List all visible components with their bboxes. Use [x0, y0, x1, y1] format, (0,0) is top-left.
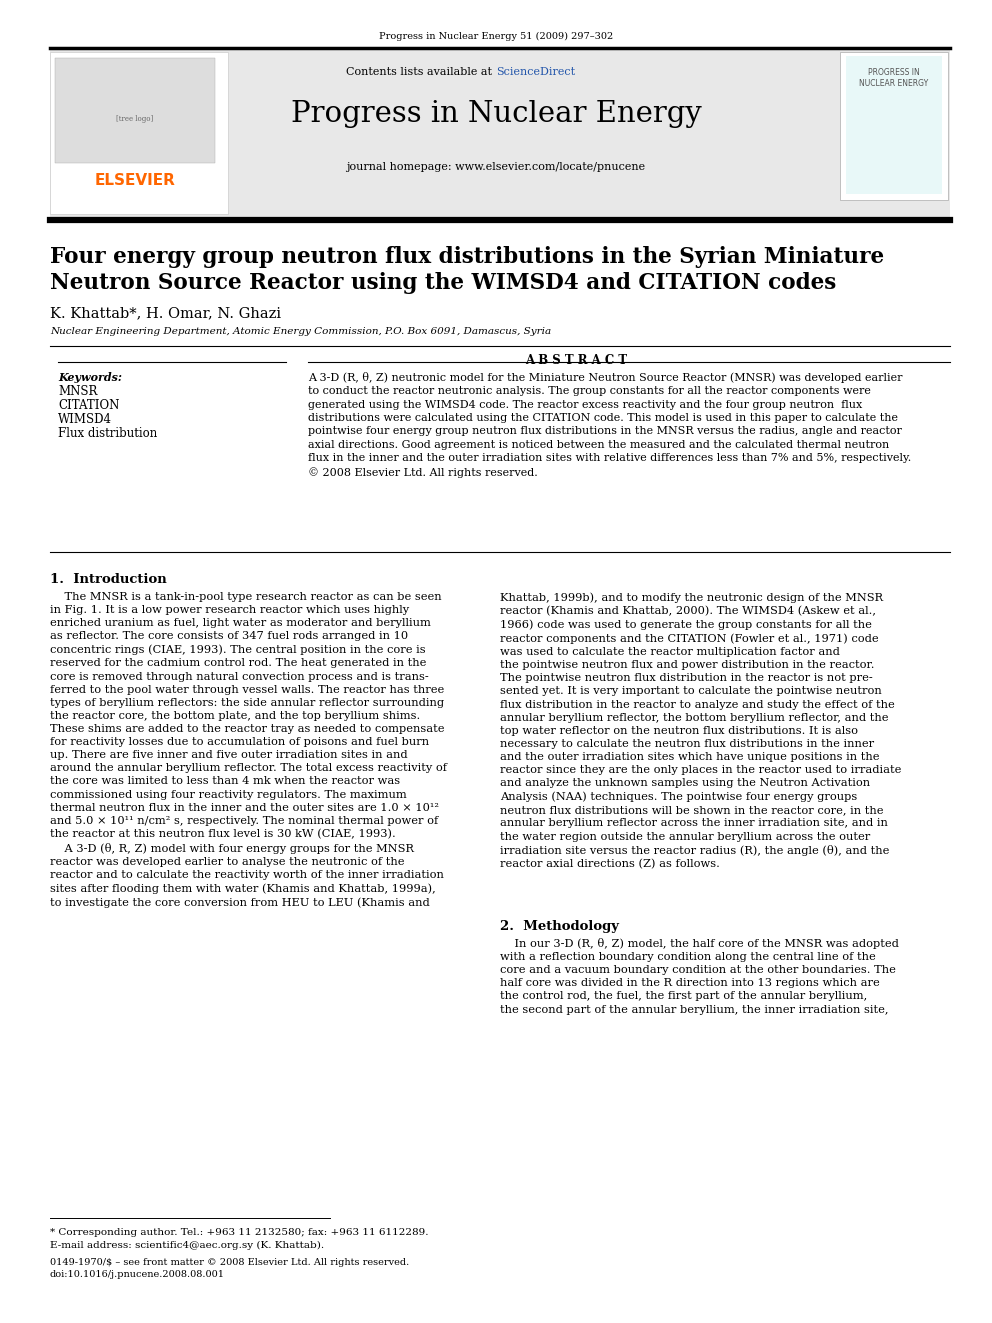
- Text: Flux distribution: Flux distribution: [58, 427, 158, 441]
- Text: PROGRESS IN
NUCLEAR ENERGY: PROGRESS IN NUCLEAR ENERGY: [859, 67, 929, 89]
- Text: MNSR: MNSR: [58, 385, 97, 398]
- Text: The MNSR is a tank-in-pool type research reactor as can be seen
in Fig. 1. It is: The MNSR is a tank-in-pool type research…: [50, 591, 447, 908]
- Bar: [50, 52, 228, 214]
- Text: Progress in Nuclear Energy: Progress in Nuclear Energy: [291, 101, 701, 128]
- Text: E-mail address: scientific4@aec.org.sy (K. Khattab).: E-mail address: scientific4@aec.org.sy (…: [50, 1241, 324, 1250]
- Text: Contents lists available at: Contents lists available at: [346, 67, 496, 77]
- Text: 1.  Introduction: 1. Introduction: [50, 573, 167, 586]
- Text: A B S T R A C T: A B S T R A C T: [525, 355, 627, 366]
- Text: Keywords:: Keywords:: [58, 372, 122, 382]
- Text: ScienceDirect: ScienceDirect: [496, 67, 575, 77]
- Text: [tree logo]: [tree logo]: [116, 115, 154, 123]
- Text: CITATION: CITATION: [58, 400, 119, 411]
- Text: * Corresponding author. Tel.: +963 11 2132580; fax: +963 11 6112289.: * Corresponding author. Tel.: +963 11 21…: [50, 1228, 429, 1237]
- Text: WIMSD4: WIMSD4: [58, 413, 112, 426]
- Text: In our 3-D (R, θ, Z) model, the half core of the MNSR was adopted
with a reflect: In our 3-D (R, θ, Z) model, the half cor…: [500, 938, 899, 1015]
- Text: Neutron Source Reactor using the WIMSD4 and CITATION codes: Neutron Source Reactor using the WIMSD4 …: [50, 273, 836, 294]
- Bar: [50, 50, 950, 218]
- Text: A 3-D (R, θ, Z) neutronic model for the Miniature Neutron Source Reactor (MNSR) : A 3-D (R, θ, Z) neutronic model for the …: [308, 372, 912, 478]
- Bar: [840, 52, 948, 200]
- Bar: [55, 58, 215, 163]
- Text: 0149-1970/$ – see front matter © 2008 Elsevier Ltd. All rights reserved.: 0149-1970/$ – see front matter © 2008 El…: [50, 1258, 410, 1267]
- Text: Nuclear Engineering Department, Atomic Energy Commission, P.O. Box 6091, Damascu: Nuclear Engineering Department, Atomic E…: [50, 327, 552, 336]
- Text: ELSEVIER: ELSEVIER: [94, 173, 176, 188]
- Text: Four energy group neutron flux distributions in the Syrian Miniature: Four energy group neutron flux distribut…: [50, 246, 884, 269]
- Text: Progress in Nuclear Energy 51 (2009) 297–302: Progress in Nuclear Energy 51 (2009) 297…: [379, 32, 613, 41]
- Text: journal homepage: www.elsevier.com/locate/pnucene: journal homepage: www.elsevier.com/locat…: [346, 161, 646, 172]
- Text: K. Khattab*, H. Omar, N. Ghazi: K. Khattab*, H. Omar, N. Ghazi: [50, 306, 281, 320]
- Text: doi:10.1016/j.pnucene.2008.08.001: doi:10.1016/j.pnucene.2008.08.001: [50, 1270, 225, 1279]
- Text: Khattab, 1999b), and to modify the neutronic design of the MNSR
reactor (Khamis : Khattab, 1999b), and to modify the neutr…: [500, 591, 902, 869]
- Bar: [846, 56, 942, 194]
- Text: 2.  Methodology: 2. Methodology: [500, 919, 619, 933]
